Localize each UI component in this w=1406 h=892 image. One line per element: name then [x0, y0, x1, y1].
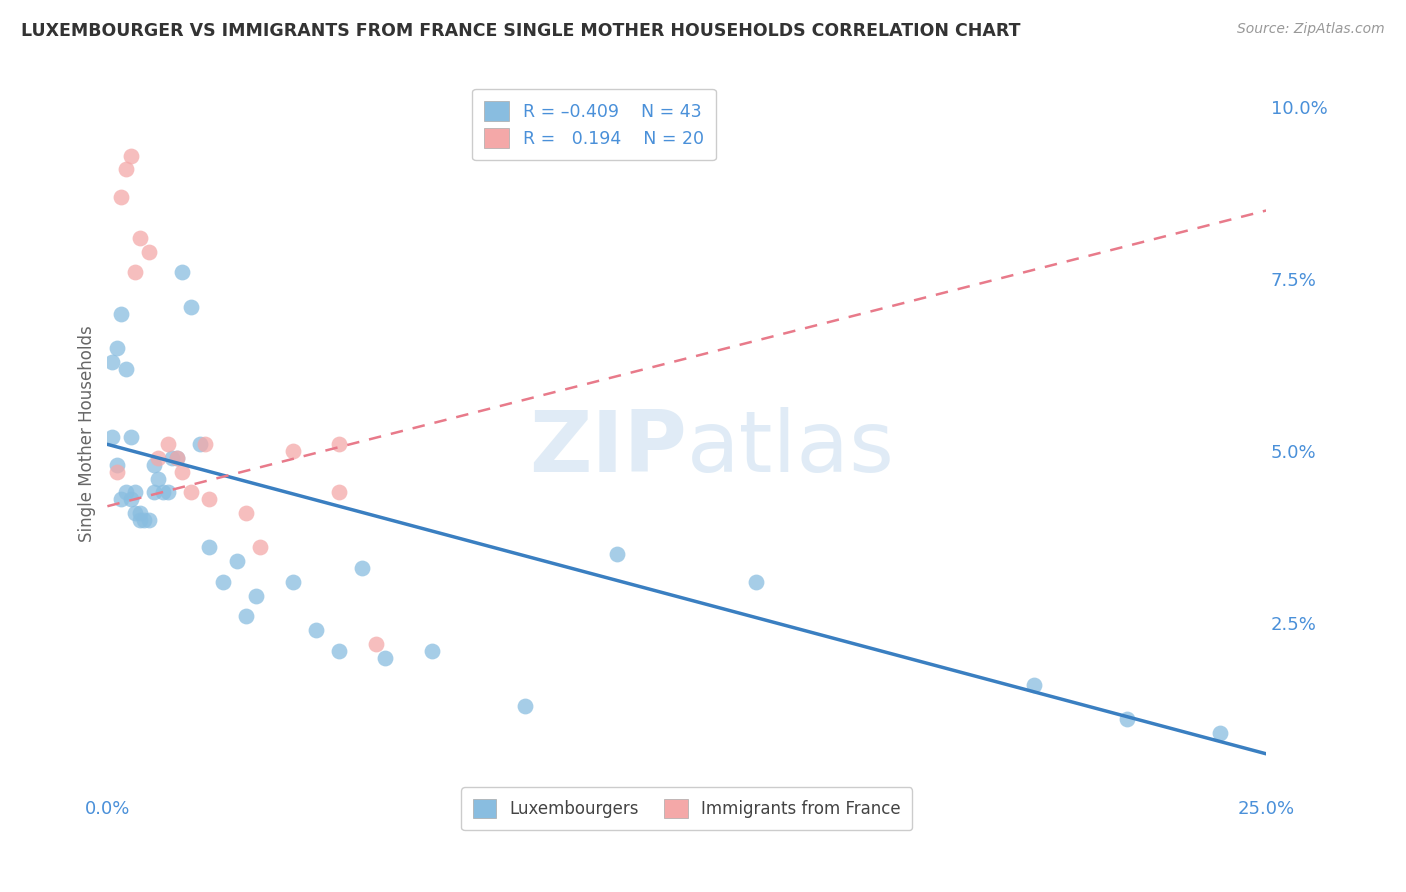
Point	[180, 300, 202, 314]
Point	[105, 458, 128, 472]
Point	[162, 451, 184, 466]
Point	[249, 541, 271, 555]
Point	[110, 307, 132, 321]
Point	[606, 547, 628, 561]
Point	[142, 458, 165, 472]
Point	[115, 361, 138, 376]
Point	[245, 589, 267, 603]
Point	[115, 485, 138, 500]
Point	[170, 465, 193, 479]
Point	[128, 513, 150, 527]
Point	[194, 437, 217, 451]
Point	[180, 485, 202, 500]
Y-axis label: Single Mother Households: Single Mother Households	[79, 326, 96, 542]
Point	[166, 451, 188, 466]
Point	[328, 643, 350, 657]
Point	[115, 162, 138, 177]
Point	[281, 444, 304, 458]
Point	[366, 637, 388, 651]
Point	[134, 513, 156, 527]
Point	[124, 485, 146, 500]
Legend: Luxembourgers, Immigrants from France: Luxembourgers, Immigrants from France	[461, 788, 912, 830]
Point	[374, 650, 396, 665]
Point	[152, 485, 174, 500]
Text: ZIP: ZIP	[529, 407, 686, 490]
Point	[198, 541, 221, 555]
Point	[745, 574, 768, 589]
Point	[142, 485, 165, 500]
Point	[305, 623, 328, 637]
Point	[105, 341, 128, 355]
Point	[1024, 678, 1046, 692]
Point	[101, 355, 124, 369]
Point	[101, 430, 124, 444]
Point	[120, 492, 142, 507]
Point	[1209, 726, 1232, 740]
Point	[124, 265, 146, 279]
Point	[166, 451, 188, 466]
Point	[235, 609, 257, 624]
Text: Source: ZipAtlas.com: Source: ZipAtlas.com	[1237, 22, 1385, 37]
Point	[124, 506, 146, 520]
Point	[110, 492, 132, 507]
Point	[235, 506, 257, 520]
Point	[148, 451, 170, 466]
Point	[156, 437, 179, 451]
Point	[128, 506, 150, 520]
Point	[120, 430, 142, 444]
Point	[328, 485, 350, 500]
Point	[105, 465, 128, 479]
Point	[138, 513, 160, 527]
Point	[156, 485, 179, 500]
Point	[170, 265, 193, 279]
Point	[352, 561, 374, 575]
Point	[198, 492, 221, 507]
Point	[226, 554, 249, 568]
Point	[120, 148, 142, 162]
Text: atlas: atlas	[686, 407, 894, 490]
Point	[212, 574, 235, 589]
Point	[420, 643, 443, 657]
Point	[188, 437, 211, 451]
Text: LUXEMBOURGER VS IMMIGRANTS FROM FRANCE SINGLE MOTHER HOUSEHOLDS CORRELATION CHAR: LUXEMBOURGER VS IMMIGRANTS FROM FRANCE S…	[21, 22, 1021, 40]
Point	[328, 437, 350, 451]
Point	[110, 190, 132, 204]
Point	[1116, 713, 1139, 727]
Point	[148, 472, 170, 486]
Point	[138, 244, 160, 259]
Point	[281, 574, 304, 589]
Point	[128, 231, 150, 245]
Point	[513, 698, 536, 713]
